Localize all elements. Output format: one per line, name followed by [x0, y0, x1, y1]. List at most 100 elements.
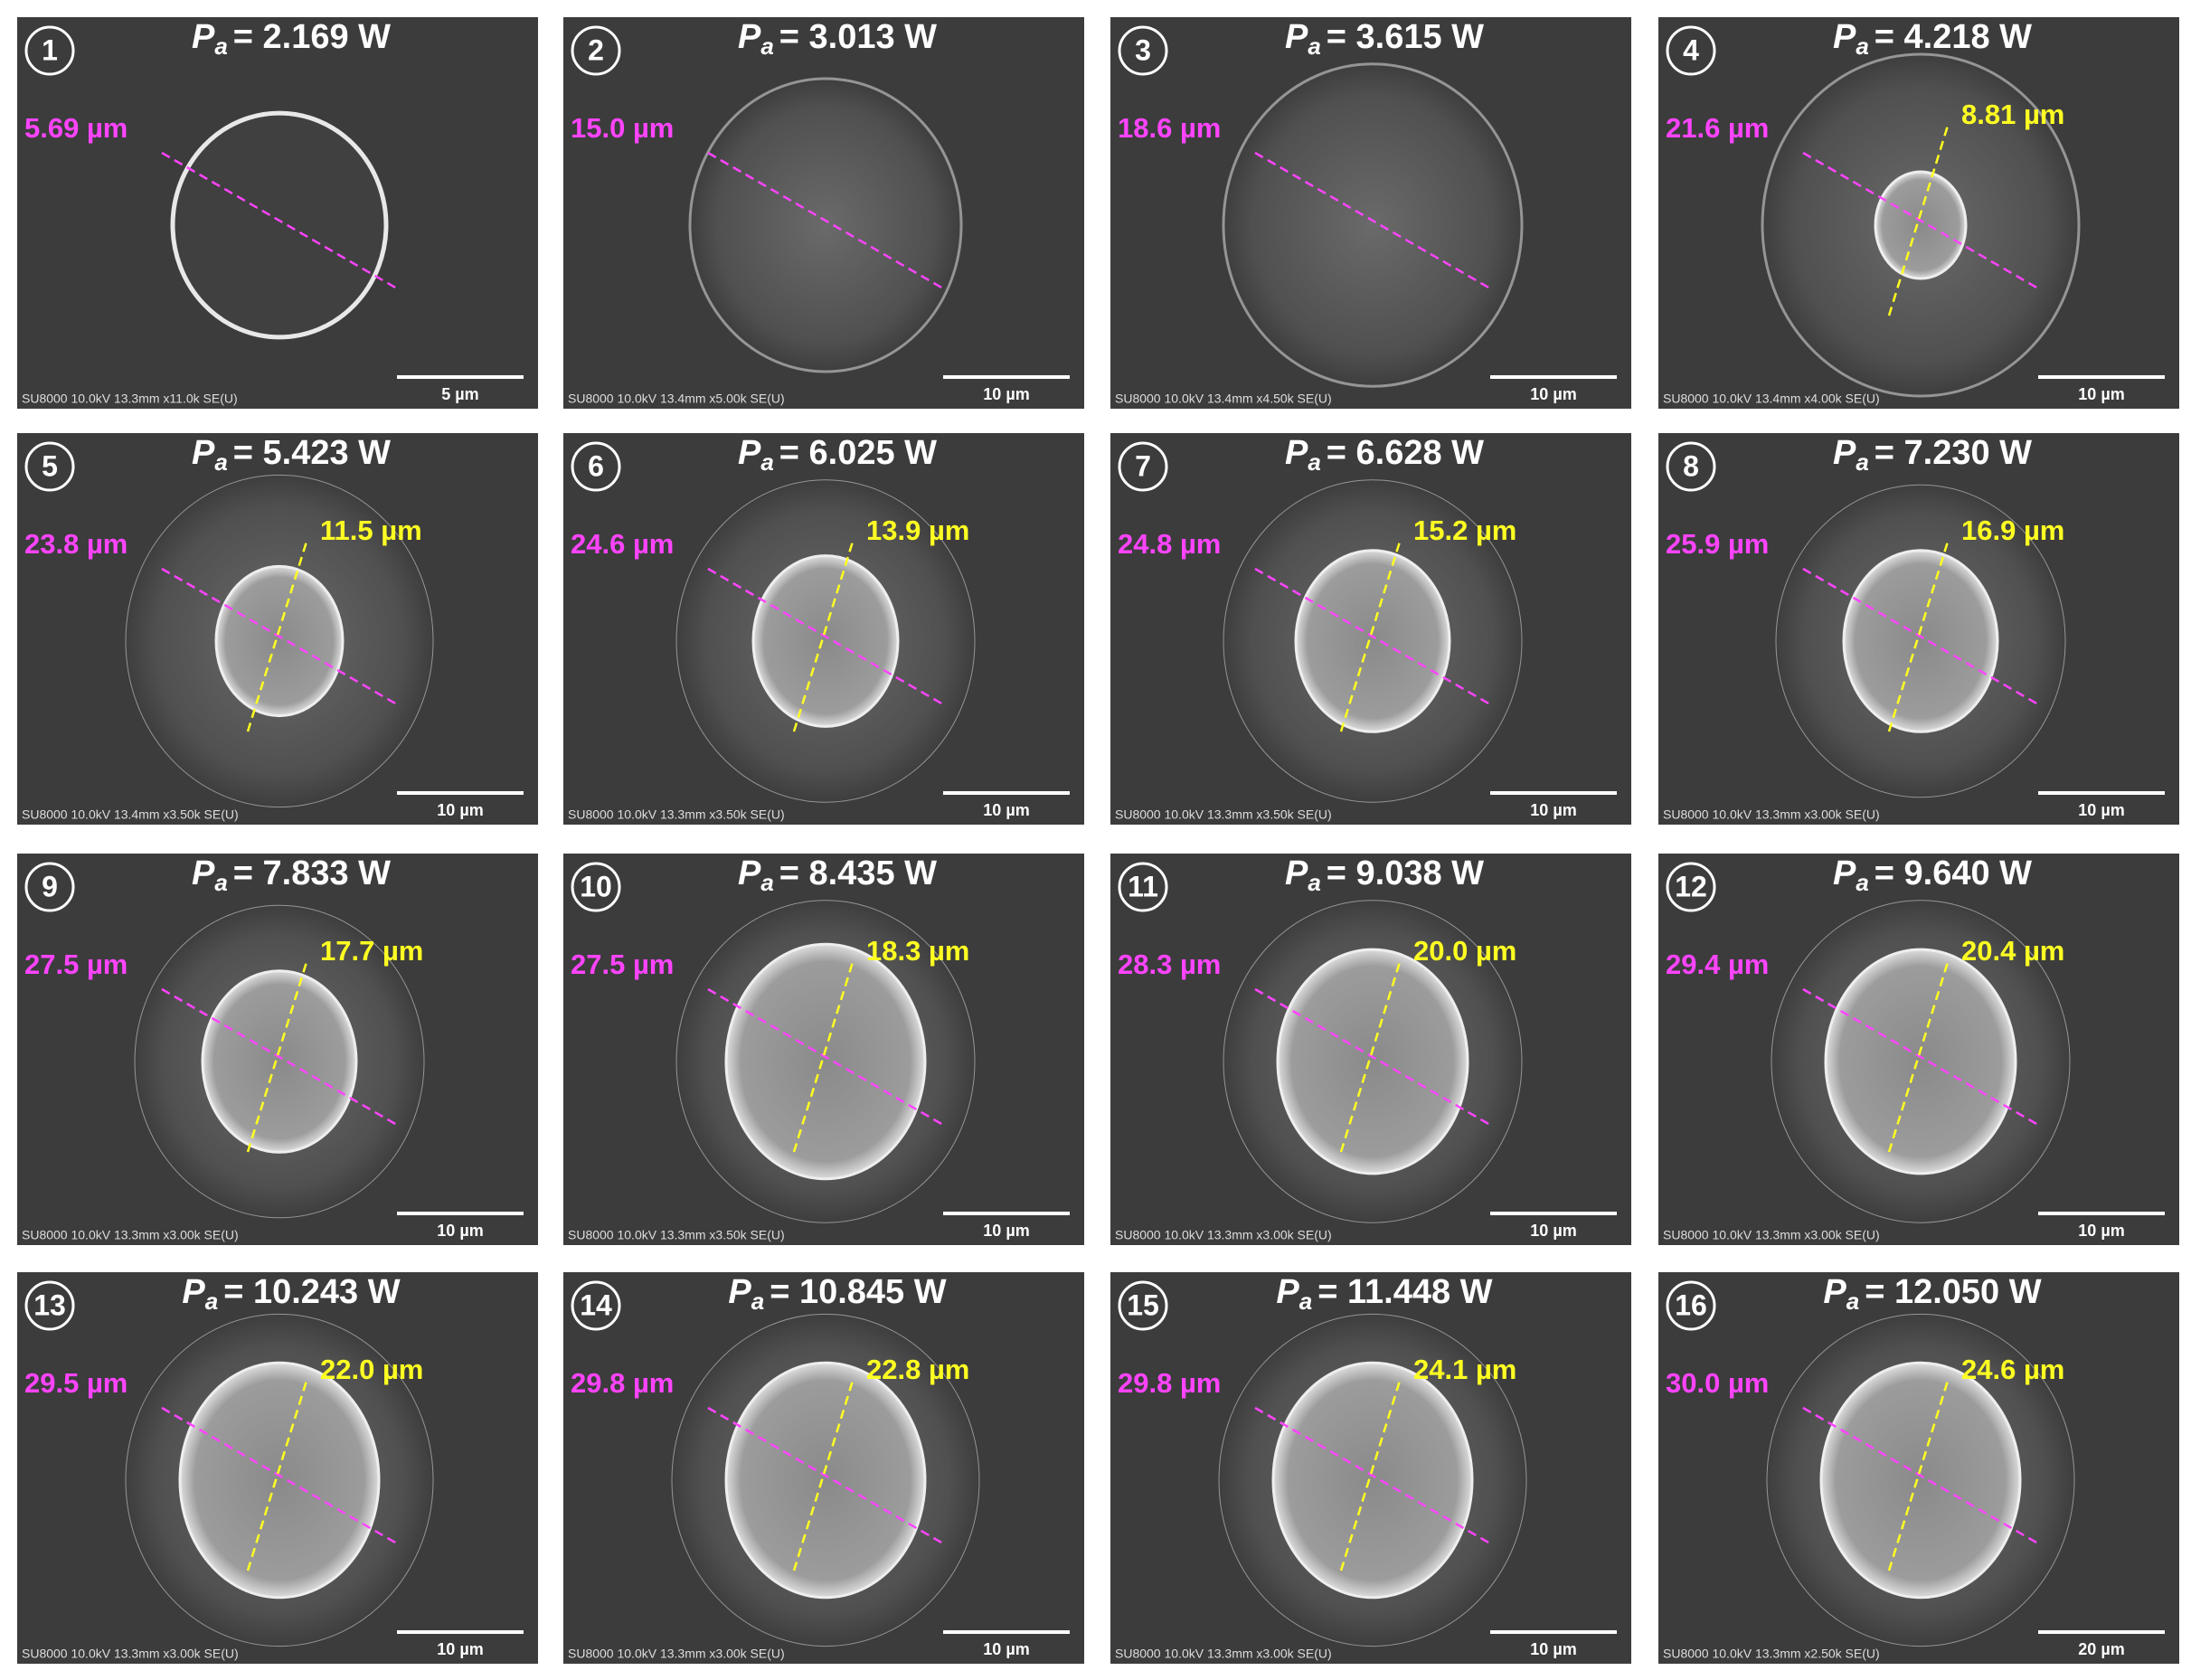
crater-core [1294, 549, 1451, 733]
outer-diameter-label: 24.8 µm [1118, 528, 1221, 560]
outer-diameter-arrow [1254, 1406, 1491, 1545]
inner-diameter-arrow [1887, 541, 1950, 732]
power-value: = 11.448 W [1317, 1273, 1492, 1311]
crater-halo [1222, 62, 1524, 388]
crater-core [1824, 948, 2017, 1175]
scale-bar-label: 10 µm [983, 1640, 1029, 1658]
crater-core [1874, 170, 1968, 280]
panel-number: 11 [1128, 870, 1158, 902]
power-subscript: a [214, 33, 227, 60]
crater-core [1276, 948, 1469, 1175]
power-label: Pa = 8.435 W [738, 854, 937, 896]
outer-diameter-label: 23.8 µm [24, 528, 127, 560]
panel-number: 1 [42, 33, 58, 66]
inner-diameter-label: 22.8 µm [866, 1354, 969, 1385]
inner-diameter-arrow [1339, 541, 1402, 732]
panel-number: 10 [580, 870, 612, 902]
crater-core [178, 1361, 381, 1600]
inner-diameter-arrow [1887, 125, 1950, 316]
inner-diameter-label: 20.0 µm [1413, 935, 1516, 967]
scale-bar-label: 10 µm [437, 1640, 483, 1658]
power-symbol: P [182, 1273, 205, 1311]
power-symbol: P [738, 854, 761, 892]
panel-number-circle [1666, 1280, 1716, 1331]
outer-diameter-label: 25.9 µm [1666, 528, 1769, 560]
outer-diameter-arrow [1254, 151, 1491, 290]
scale-bar-label: 10 µm [983, 385, 1029, 403]
panel-number: 3 [1135, 33, 1151, 66]
power-label: Pa = 4.218 W [1833, 18, 2032, 60]
power-label: Pa = 11.448 W [1276, 1273, 1492, 1315]
power-label: Pa = 7.230 W [1833, 434, 2032, 476]
outer-diameter-arrow [707, 151, 944, 290]
scale-bar-label: 10 µm [983, 801, 1029, 819]
crater-core [201, 969, 358, 1154]
power-symbol: P [728, 1273, 751, 1311]
power-symbol: P [1823, 1273, 1846, 1311]
power-value: = 5.423 W [233, 434, 391, 472]
outer-diameter-arrow [1802, 151, 2039, 290]
panel-number-circle [1118, 1280, 1168, 1331]
power-subscript: a [760, 448, 773, 476]
scale-bar-label: 20 µm [2078, 1640, 2124, 1658]
power-label: Pa = 9.640 W [1833, 854, 2032, 896]
power-label: Pa = 10.243 W [182, 1273, 400, 1315]
power-value: = 9.640 W [1875, 854, 2032, 892]
power-symbol: P [192, 18, 215, 56]
panel-number: 7 [1135, 449, 1151, 482]
power-symbol: P [738, 434, 761, 472]
power-subscript: a [1856, 33, 1868, 60]
outer-diameter-arrow [161, 567, 398, 706]
crater-core [751, 554, 900, 728]
power-subscript: a [1308, 33, 1320, 60]
outer-diameter-label: 30.0 µm [1666, 1367, 1769, 1399]
power-subscript: a [214, 869, 227, 896]
inner-diameter-arrow [246, 961, 308, 1153]
sem-panel: 21.6 µm 8.81 µm 4 Pa = 4.218 W 10 µm SU8000 10… [1658, 17, 2179, 409]
crater-core [1271, 1361, 1474, 1600]
scale-bar-label: 10 µm [2078, 385, 2124, 403]
instrument-footer: SU8000 10.0kV 13.3mm x3.00k SE(U) [22, 1228, 239, 1242]
outer-diameter-label: 21.6 µm [1666, 112, 1769, 144]
crater-halo [688, 77, 963, 373]
instrument-footer: SU8000 10.0kV 13.3mm x3.00k SE(U) [1663, 1228, 1880, 1242]
instrument-footer: SU8000 10.0kV 13.3mm x3.00k SE(U) [1115, 1228, 1332, 1242]
panel-number-circle [1666, 441, 1716, 492]
power-label: Pa = 6.628 W [1285, 434, 1484, 476]
power-value: = 7.230 W [1875, 434, 2032, 472]
outer-diameter-label: 29.8 µm [1118, 1367, 1221, 1399]
inner-diameter-label: 24.1 µm [1413, 1354, 1516, 1385]
outer-diameter-arrow [161, 1406, 398, 1545]
outer-diameter-label: 28.3 µm [1118, 949, 1221, 980]
inner-diameter-arrow [792, 1380, 855, 1571]
power-value: = 2.169 W [233, 18, 391, 56]
inner-diameter-arrow [246, 1380, 308, 1571]
panel-number: 2 [588, 33, 604, 66]
outer-diameter-arrow [707, 1406, 944, 1545]
panel-number: 13 [33, 1288, 66, 1321]
power-value: = 6.628 W [1327, 434, 1484, 472]
power-label: Pa = 2.169 W [192, 18, 391, 60]
outer-diameter-arrow [1802, 1406, 2039, 1545]
inner-diameter-label: 17.7 µm [320, 935, 423, 967]
power-subscript: a [214, 448, 227, 476]
inner-diameter-label: 24.6 µm [1961, 1354, 2064, 1385]
power-symbol: P [1833, 854, 1856, 892]
power-label: Pa = 10.845 W [728, 1273, 946, 1315]
outer-diameter-label: 15.0 µm [571, 112, 674, 144]
inner-diameter-arrow [1887, 1380, 1950, 1571]
panel-number: 5 [42, 449, 58, 482]
instrument-footer: SU8000 10.0kV 13.3mm x2.50k SE(U) [1663, 1647, 1880, 1661]
panel-number-circle [1118, 25, 1168, 76]
power-subscript: a [1856, 869, 1868, 896]
instrument-footer: SU8000 10.0kV 13.3mm x3.00k SE(U) [1663, 807, 1880, 822]
outer-diameter-label: 18.6 µm [1118, 112, 1221, 144]
power-value: = 10.243 W [223, 1273, 401, 1311]
inner-diameter-arrow [792, 961, 855, 1153]
inner-diameter-label: 13.9 µm [866, 514, 969, 546]
power-label: Pa = 7.833 W [192, 854, 391, 896]
panel-number: 4 [1683, 33, 1699, 66]
power-subscript: a [751, 1288, 764, 1315]
scale-bar-label: 10 µm [1530, 801, 1576, 819]
